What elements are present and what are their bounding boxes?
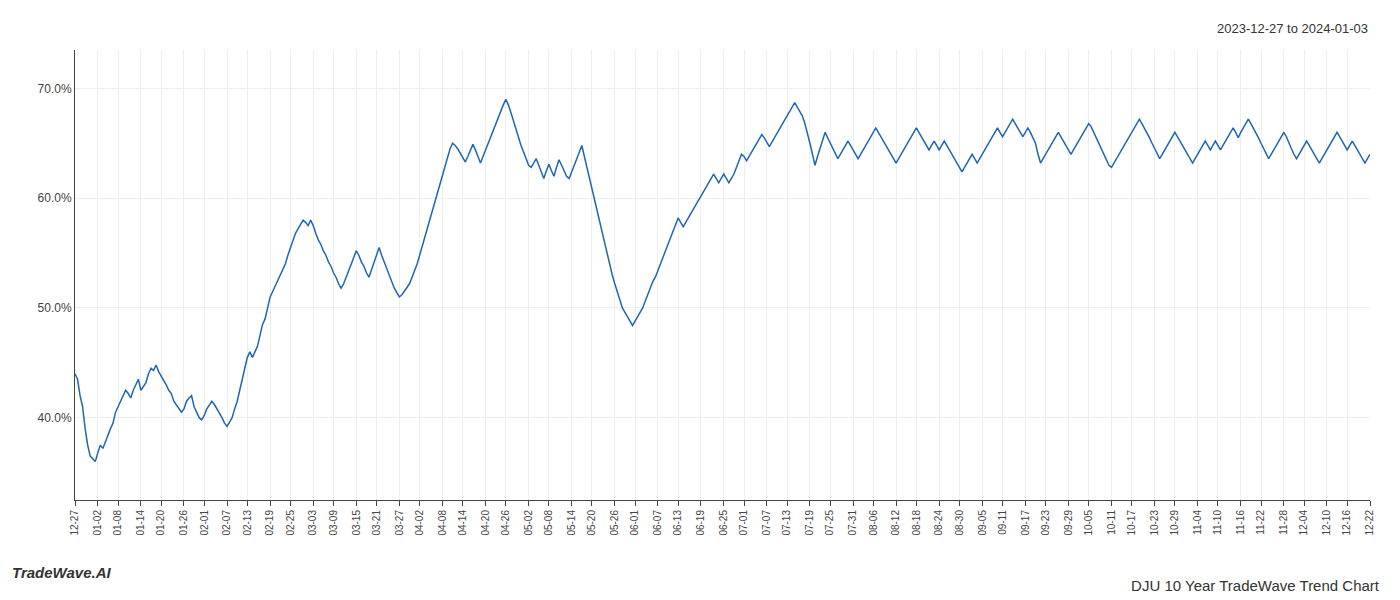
- svg-text:01-02: 01-02: [92, 510, 103, 536]
- svg-text:03-27: 03-27: [394, 510, 405, 536]
- svg-text:04-14: 04-14: [457, 510, 468, 536]
- svg-text:05-14: 05-14: [566, 510, 577, 536]
- svg-text:12-27: 12-27: [69, 510, 80, 536]
- svg-text:02-01: 02-01: [199, 510, 210, 536]
- svg-text:09-29: 09-29: [1063, 510, 1074, 536]
- svg-text:07-19: 07-19: [804, 510, 815, 536]
- svg-text:08-12: 08-12: [890, 510, 901, 536]
- svg-text:10-29: 10-29: [1169, 510, 1180, 536]
- svg-text:09-23: 09-23: [1040, 510, 1051, 536]
- svg-text:11-16: 11-16: [1235, 510, 1246, 535]
- svg-text:04-26: 04-26: [500, 510, 511, 536]
- svg-text:09-05: 09-05: [977, 510, 988, 536]
- svg-text:70.0%: 70.0%: [38, 82, 72, 96]
- svg-text:06-19: 06-19: [695, 510, 706, 536]
- svg-text:09-11: 09-11: [997, 510, 1008, 535]
- svg-text:11-22: 11-22: [1255, 510, 1266, 535]
- svg-text:04-20: 04-20: [480, 510, 491, 536]
- svg-text:05-20: 05-20: [586, 510, 597, 536]
- svg-text:03-03: 03-03: [307, 510, 318, 536]
- svg-text:DJU 10 Year TradeWave Trend Ch: DJU 10 Year TradeWave Trend Chart: [1131, 577, 1380, 594]
- svg-text:06-13: 06-13: [672, 510, 683, 536]
- svg-text:08-18: 08-18: [911, 510, 922, 536]
- svg-text:09-17: 09-17: [1020, 510, 1031, 536]
- svg-text:08-06: 08-06: [868, 510, 879, 536]
- svg-text:04-08: 04-08: [437, 510, 448, 536]
- svg-text:02-25: 02-25: [285, 510, 296, 536]
- svg-text:12-10: 12-10: [1321, 510, 1332, 536]
- svg-text:02-07: 02-07: [221, 510, 232, 536]
- svg-text:06-25: 06-25: [718, 510, 729, 536]
- svg-text:TradeWave.AI: TradeWave.AI: [12, 564, 111, 581]
- svg-text:10-11: 10-11: [1106, 510, 1117, 535]
- svg-text:01-14: 01-14: [135, 510, 146, 536]
- svg-text:06-07: 06-07: [652, 510, 663, 536]
- svg-text:03-09: 03-09: [328, 510, 339, 536]
- svg-text:50.0%: 50.0%: [38, 301, 72, 315]
- svg-text:01-26: 01-26: [178, 510, 189, 536]
- svg-text:2023-12-27 to 2024-01-03: 2023-12-27 to 2024-01-03: [1217, 21, 1368, 36]
- svg-text:40.0%: 40.0%: [38, 411, 72, 425]
- svg-text:05-02: 05-02: [523, 510, 534, 536]
- svg-text:11-28: 11-28: [1278, 510, 1289, 535]
- svg-text:01-08: 01-08: [112, 510, 123, 536]
- svg-text:12-16: 12-16: [1341, 510, 1352, 536]
- svg-text:07-31: 07-31: [847, 510, 858, 536]
- svg-text:07-01: 07-01: [738, 510, 749, 536]
- svg-text:03-15: 03-15: [351, 510, 362, 536]
- svg-text:05-26: 05-26: [609, 510, 620, 536]
- svg-text:10-17: 10-17: [1126, 510, 1137, 536]
- svg-text:12-04: 12-04: [1298, 510, 1309, 536]
- svg-text:07-13: 07-13: [781, 510, 792, 536]
- svg-text:60.0%: 60.0%: [38, 191, 72, 205]
- svg-text:04-02: 04-02: [414, 510, 425, 536]
- svg-text:07-07: 07-07: [761, 510, 772, 536]
- svg-text:05-08: 05-08: [543, 510, 554, 536]
- svg-text:07-25: 07-25: [824, 510, 835, 536]
- svg-text:08-24: 08-24: [933, 510, 944, 536]
- svg-text:12-22: 12-22: [1364, 510, 1375, 536]
- svg-text:06-01: 06-01: [629, 510, 640, 536]
- svg-text:01-20: 01-20: [155, 510, 166, 536]
- svg-text:11-10: 11-10: [1212, 510, 1223, 535]
- svg-text:02-19: 02-19: [264, 510, 275, 536]
- svg-text:10-05: 10-05: [1083, 510, 1094, 536]
- svg-text:02-13: 02-13: [242, 510, 253, 536]
- svg-text:10-23: 10-23: [1149, 510, 1160, 536]
- svg-text:03-21: 03-21: [371, 510, 382, 536]
- svg-text:11-04: 11-04: [1192, 510, 1203, 535]
- svg-text:08-30: 08-30: [954, 510, 965, 536]
